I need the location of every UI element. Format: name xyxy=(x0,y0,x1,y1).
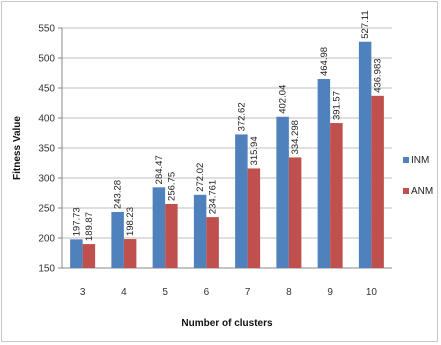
data-label: 243.28 xyxy=(113,180,124,209)
y-tick-label: 250 xyxy=(38,204,55,215)
bar-anm xyxy=(330,123,343,268)
data-labels: 197.73 243.28 284.47 272.02 372.62 402.04 464.… xyxy=(71,10,383,241)
data-label: 197.73 xyxy=(71,207,82,236)
bar-anm xyxy=(247,168,261,268)
y-tick-label: 200 xyxy=(38,234,55,245)
y-axis: 150 200 250 300 350 400 450 500 550 xyxy=(38,24,63,275)
bar-anm xyxy=(206,217,219,268)
bar-inm xyxy=(358,41,372,268)
legend-label-anm: ANM xyxy=(411,186,433,197)
bar-inm xyxy=(276,116,289,268)
bar-anm xyxy=(123,239,137,268)
x-tick-label: 4 xyxy=(121,287,127,298)
x-tick-label: 8 xyxy=(286,287,292,298)
y-tick-label: 300 xyxy=(38,174,55,185)
y-tick-label: 550 xyxy=(38,24,55,35)
bar-inm xyxy=(193,194,207,268)
data-label: 234.761 xyxy=(208,180,219,214)
y-tick-label: 400 xyxy=(38,114,55,125)
legend-label-inm: INM xyxy=(411,155,429,166)
data-label: 256.75 xyxy=(166,172,177,201)
data-label: 272.02 xyxy=(195,163,206,192)
bar-inm xyxy=(70,239,83,268)
bar-anm xyxy=(82,244,96,268)
bar-inm xyxy=(152,187,166,268)
y-tick-label: 150 xyxy=(38,264,55,275)
x-tick-label: 9 xyxy=(327,287,333,298)
x-tick-label: 10 xyxy=(366,287,378,298)
x-tick-label: 3 xyxy=(80,287,86,298)
legend: INM ANM xyxy=(403,155,433,197)
bar-inm xyxy=(235,134,248,268)
x-axis: 3 4 5 6 7 8 9 10 xyxy=(62,267,392,298)
data-label: 464.98 xyxy=(319,47,330,76)
legend-swatch-anm xyxy=(403,188,409,194)
data-label: 402.04 xyxy=(278,85,289,114)
data-label: 372.62 xyxy=(236,102,247,131)
x-tick-label: 7 xyxy=(245,287,251,298)
legend-swatch-inm xyxy=(403,157,409,163)
data-label: 436.983 xyxy=(373,58,384,92)
data-label: 527.11 xyxy=(360,10,371,38)
bar-anm xyxy=(165,203,178,268)
bar-inm xyxy=(111,212,124,268)
data-label: 189.87 xyxy=(84,212,95,241)
bars xyxy=(70,41,384,269)
data-label: 198.23 xyxy=(125,207,136,236)
y-tick-label: 500 xyxy=(38,54,55,65)
bar-anm xyxy=(288,157,302,268)
x-tick-label: 6 xyxy=(204,287,210,298)
data-label: 391.57 xyxy=(331,91,342,120)
data-label: 284.47 xyxy=(154,155,165,184)
y-axis-title: Fitness Value xyxy=(12,116,23,180)
bar-inm xyxy=(317,79,331,269)
y-tick-label: 350 xyxy=(38,144,55,155)
x-axis-title: Number of clusters xyxy=(181,318,273,329)
bar-anm xyxy=(371,95,384,268)
x-tick-label: 5 xyxy=(162,287,168,298)
data-label: 315.94 xyxy=(249,136,260,165)
data-label: 334.298 xyxy=(290,120,301,154)
y-tick-label: 450 xyxy=(38,84,55,95)
